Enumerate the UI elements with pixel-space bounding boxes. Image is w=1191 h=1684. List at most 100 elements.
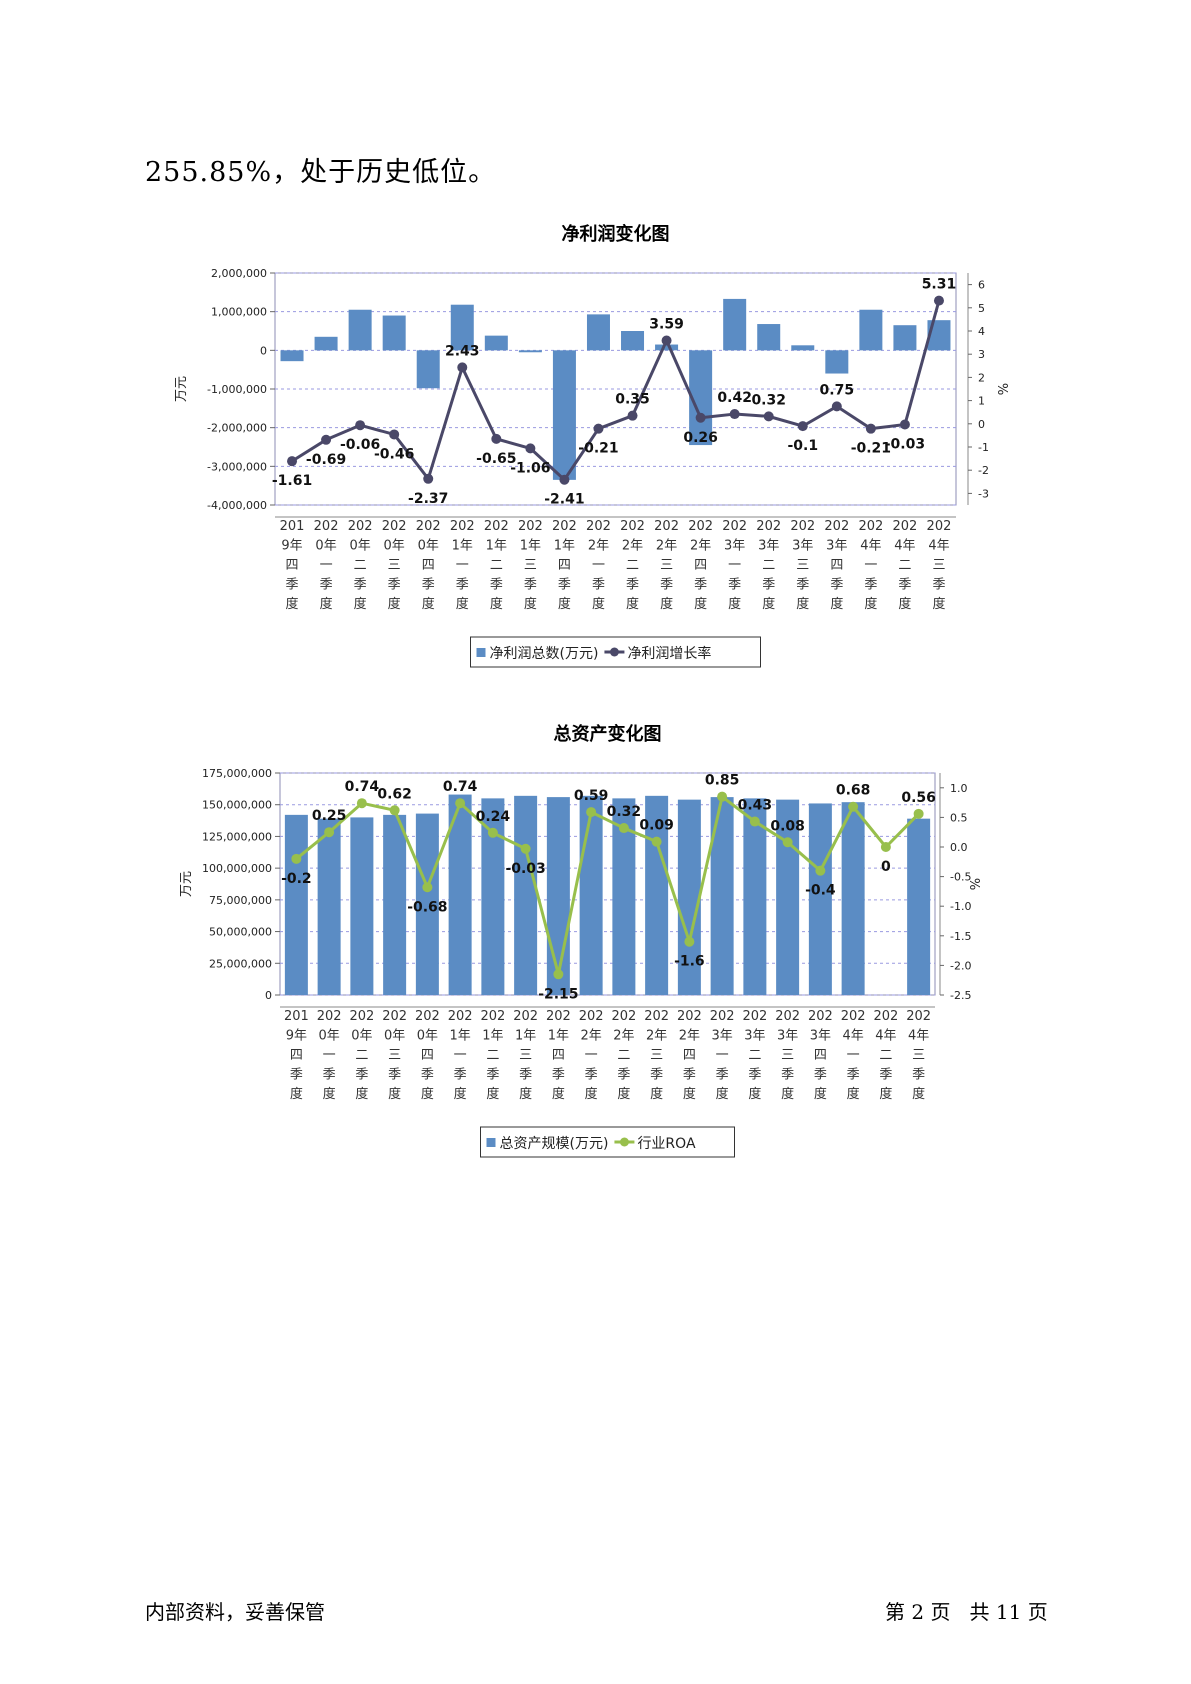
- net-profit-bar: [723, 298, 747, 351]
- net-profit-line-point: [423, 473, 434, 484]
- total-assets-data-label: 0.74: [443, 779, 478, 795]
- total-assets-xtick-label: 季: [552, 1068, 565, 1083]
- total-assets-bar: [907, 818, 931, 995]
- net-profit-bar: [586, 314, 610, 351]
- net-profit-plot-area: [274, 272, 957, 506]
- total-assets-xtick-label: 三: [519, 1048, 532, 1063]
- net-profit-data-label: 0.42: [717, 390, 752, 406]
- net-profit-line-point: [933, 295, 944, 306]
- net-profit-xtick-label: 季: [388, 578, 401, 593]
- net-profit-xtick-label: 202: [893, 519, 918, 534]
- total-assets-xtick-label: 季: [847, 1068, 860, 1083]
- net-profit-xtick-label: 一: [592, 558, 605, 573]
- net-profit-xtick-label: 202: [927, 519, 952, 534]
- net-profit-y2tick-label: 1: [978, 395, 985, 408]
- total-assets-ytick-label: 175,000,000: [202, 767, 272, 780]
- total-assets-xtick-label: 一: [585, 1048, 598, 1063]
- net-profit-xtick-label: 季: [932, 578, 945, 593]
- net-profit-xtick-label: 二: [762, 558, 775, 573]
- net-profit-y2tick-label: -2: [978, 464, 989, 477]
- total-assets-line-point: [389, 805, 400, 816]
- total-assets-data-label: 0.25: [312, 808, 347, 824]
- net-profit-xtick-label: 9年: [281, 539, 302, 554]
- net-profit-line-point: [287, 456, 298, 467]
- net-profit-xtick-label: 季: [830, 578, 843, 593]
- total-assets-xtick-label: 二: [879, 1048, 892, 1063]
- total-assets-legend-bar-label: 总资产规模(万元): [500, 1136, 609, 1152]
- total-assets-xtick-label: 1年: [482, 1029, 503, 1044]
- net-profit-xtick-label: 度: [592, 596, 605, 612]
- total-assets-xtick-label: 度: [388, 1086, 401, 1102]
- total-assets-data-label: 0.62: [377, 786, 412, 802]
- total-assets-xtick-label: 季: [454, 1068, 467, 1083]
- total-assets-xtick-label: 202: [480, 1009, 505, 1024]
- total-assets-y2tick-label: 0.5: [950, 811, 968, 824]
- total-assets-xtick-label: 季: [355, 1068, 368, 1083]
- net-profit-xtick-label: 季: [558, 578, 571, 593]
- total-assets-line-point: [782, 837, 793, 848]
- net-profit-xtick-label: 1年: [452, 539, 473, 554]
- net-profit-line-point: [321, 434, 332, 445]
- net-profit-xtick-label: 202: [620, 519, 645, 534]
- net-profit-ytick-label: -4,000,000: [207, 499, 267, 512]
- net-profit-legend-line-marker: [609, 647, 619, 657]
- total-assets-y2tick-label: 0.0: [950, 841, 968, 854]
- net-profit-xtick-label: 2年: [622, 539, 643, 554]
- total-assets-ytick-label: 125,000,000: [202, 830, 272, 843]
- total-assets-xtick-label: 度: [781, 1086, 794, 1102]
- net-profit-xtick-label: 202: [824, 519, 849, 534]
- net-profit-data-label: -0.1: [787, 438, 818, 454]
- net-profit-bar: [655, 344, 679, 351]
- net-profit-line-point: [899, 419, 910, 430]
- net-profit-xtick-label: 度: [422, 596, 435, 612]
- net-profit-xtick-label: 度: [286, 596, 299, 612]
- net-profit-xtick-label: 季: [422, 578, 435, 593]
- net-profit-xtick-label: 3年: [826, 539, 847, 554]
- net-profit-xtick-label: 季: [694, 578, 707, 593]
- total-assets-bar: [677, 799, 701, 995]
- total-assets-xtick-label: 度: [847, 1086, 860, 1102]
- total-assets-xtick-label: 度: [585, 1086, 598, 1102]
- footer-page-mid: 页: [930, 1600, 951, 1624]
- net-profit-line-point: [729, 409, 740, 420]
- net-profit-xtick-label: 季: [864, 578, 877, 593]
- total-assets-xtick-label: 季: [683, 1068, 696, 1083]
- net-profit-bar: [416, 350, 440, 389]
- total-assets-line-point: [520, 843, 531, 854]
- total-assets-data-label: 0.43: [738, 798, 773, 814]
- net-profit-xtick-label: 3年: [792, 539, 813, 554]
- total-assets-data-label: 0.32: [607, 804, 642, 820]
- net-profit-xtick-label: 季: [456, 578, 469, 593]
- net-profit-xtick-label: 度: [354, 596, 367, 612]
- net-profit-xtick-label: 二: [626, 558, 639, 573]
- net-profit-xtick-label: 一: [456, 558, 469, 573]
- total-assets-xtick-label: 度: [355, 1086, 368, 1102]
- net-profit-line-point: [593, 423, 604, 434]
- net-profit-line-series: [291, 300, 941, 482]
- net-profit-line-point: [865, 423, 876, 434]
- total-assets-bar: [546, 797, 570, 995]
- total-assets-data-label: 0.85: [705, 773, 740, 789]
- net-profit-data-label: 3.59: [649, 317, 684, 333]
- total-assets-xtick-label: 202: [611, 1009, 636, 1024]
- total-assets-line-point: [684, 936, 695, 947]
- net-profit-bar: [893, 325, 917, 351]
- total-assets-xtick-label: 202: [448, 1009, 473, 1024]
- net-profit-xtick-label: 季: [660, 578, 673, 593]
- footer-confidential: 内部资料，妥善保管: [145, 1600, 325, 1624]
- net-profit-line-point: [797, 421, 808, 432]
- net-profit-bar: [621, 331, 645, 351]
- net-profit-xtick-label: 度: [796, 596, 809, 612]
- total-assets-bar: [448, 794, 472, 995]
